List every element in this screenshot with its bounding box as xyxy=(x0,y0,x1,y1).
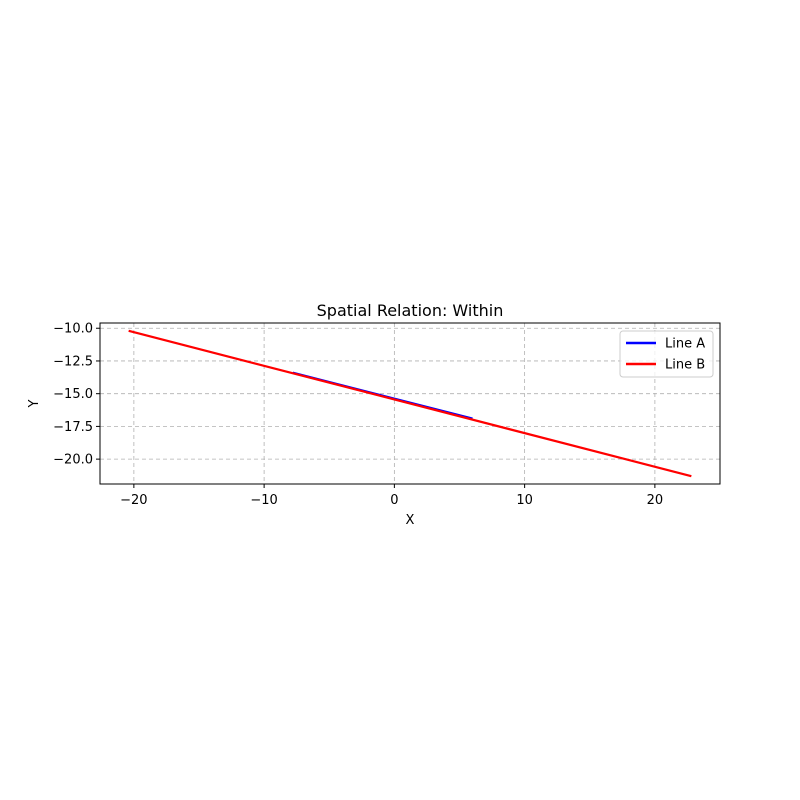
x-tick-label: −10 xyxy=(250,493,277,508)
series-layer xyxy=(128,329,692,478)
series-line-b xyxy=(128,329,692,478)
x-tick-label: 10 xyxy=(516,493,533,508)
chart-title: Spatial Relation: Within xyxy=(317,301,504,320)
y-tick-label: −17.5 xyxy=(53,420,93,435)
x-axis-title: X xyxy=(406,513,415,528)
y-tick-label: −20.0 xyxy=(53,453,93,468)
y-axis-ticks: −10.0 −12.5 −15.0 −17.5 −20.0 xyxy=(53,322,100,468)
legend-label-line-b: Line B xyxy=(665,358,705,373)
legend-label-line-a: Line A xyxy=(665,337,705,352)
x-axis-ticks: −20 −10 0 10 20 xyxy=(120,484,663,508)
x-tick-label: −20 xyxy=(120,493,147,508)
grid xyxy=(100,323,720,484)
legend: Line A Line B xyxy=(619,330,714,378)
x-tick-label: 0 xyxy=(390,493,398,508)
y-tick-label: −15.0 xyxy=(53,387,93,402)
y-tick-label: −12.5 xyxy=(53,354,93,369)
y-axis-title: Y xyxy=(27,399,42,408)
x-tick-label: 20 xyxy=(647,493,664,508)
plot-frame xyxy=(99,322,721,485)
y-tick-label: −10.0 xyxy=(53,322,93,337)
